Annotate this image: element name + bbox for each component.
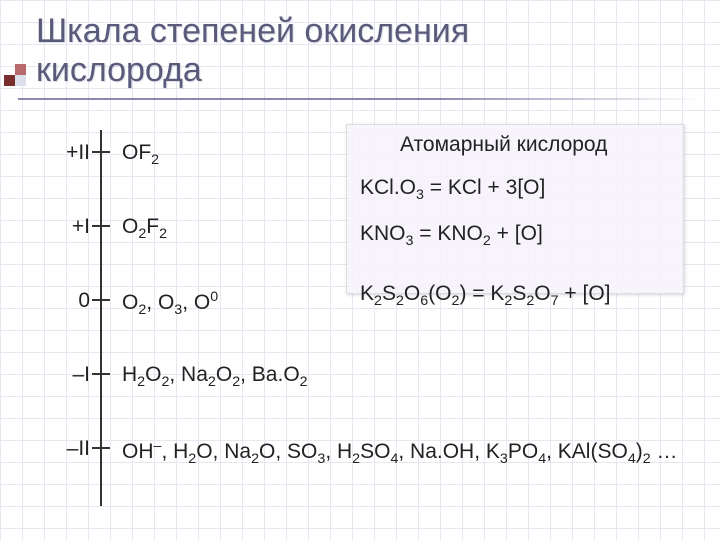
scale-tick (92, 299, 110, 301)
oxidation-state-formula: O2, O3, O0 (122, 289, 218, 318)
oxidation-state-label: 0 (30, 289, 90, 313)
oxidation-state-label: +II (30, 141, 90, 165)
oxidation-state-formula: OF2 (122, 141, 159, 168)
scale-tick (92, 447, 110, 449)
scale-tick (92, 373, 110, 375)
scale-tick (92, 151, 110, 153)
reaction-equation: KNO3 = KNO2 + [O] (360, 222, 543, 249)
oxidation-state-formula: O2F2 (122, 215, 167, 242)
oxidation-state-label: –I (30, 363, 90, 387)
title-line-2: кислорода (36, 51, 202, 89)
oxidation-state-label: –II (30, 437, 90, 461)
slide-content: Шкала степеней окисления кислорода +IIOF… (0, 0, 720, 90)
scale-tick (92, 225, 110, 227)
reaction-equation: K2S2O6(O2) = K2S2O7 + [O] (360, 282, 611, 309)
title-underline (18, 98, 702, 100)
oxidation-state-formula: H2O2, Na2O2, Ba.O2 (122, 363, 308, 390)
oxidation-state-label: +I (30, 215, 90, 239)
page-title: Шкала степеней окисления кислорода (0, 0, 720, 90)
oxidation-scale-axis (100, 130, 102, 506)
atomic-oxygen-title: Атомарный кислород (400, 133, 607, 157)
corner-decoration-icon (4, 64, 26, 86)
reaction-equation: KCl.O3 = KCl + 3[O] (360, 176, 545, 203)
oxidation-state-formula: OH–, H2O, Na2O, SO3, H2SO4, Na.OH, K3PO4… (122, 437, 682, 469)
title-line-1: Шкала степеней окисления (36, 12, 469, 50)
